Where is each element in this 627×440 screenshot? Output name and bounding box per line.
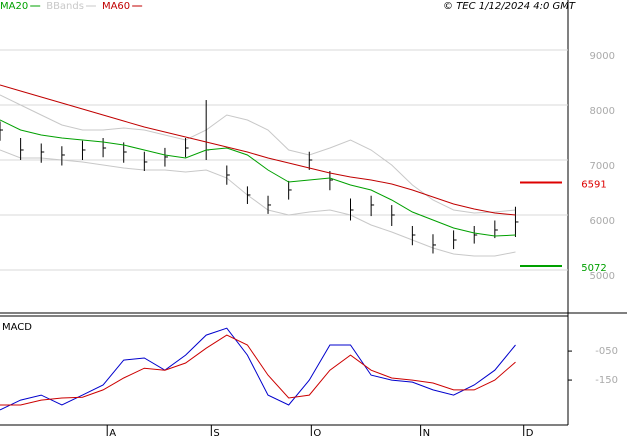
legend-label: MA60: [102, 1, 130, 12]
x-tick-label: O: [313, 428, 321, 439]
y-tick-label: 8000: [590, 106, 615, 117]
macd-title: MACD: [2, 322, 32, 333]
level-label: 5072: [581, 263, 606, 274]
macd-line: [0, 327, 516, 411]
x-tick-label: N: [423, 428, 430, 439]
ma60-line: [0, 84, 516, 216]
bband-lower: [0, 149, 516, 257]
y-tick-label: 7000: [590, 161, 615, 172]
x-tick-label: S: [213, 428, 219, 439]
y-tick-label: 6000: [590, 216, 615, 227]
y-tick-label: -050: [595, 346, 618, 357]
x-tick-label: A: [109, 428, 116, 439]
level-label: 6591: [581, 179, 606, 190]
y-tick-label: -150: [595, 375, 618, 386]
legend-label: BBands: [46, 1, 84, 12]
chart-title: © TEC 1/12/2024 4:0 GMT: [443, 1, 576, 12]
ma20-line: [0, 119, 516, 237]
legend-label: MA20: [0, 1, 28, 12]
y-tick-label: 9000: [590, 51, 615, 62]
bband-upper: [0, 94, 516, 214]
macd-line: [0, 334, 516, 406]
x-tick-label: D: [526, 428, 534, 439]
y-tick-label: 5000: [590, 271, 615, 282]
